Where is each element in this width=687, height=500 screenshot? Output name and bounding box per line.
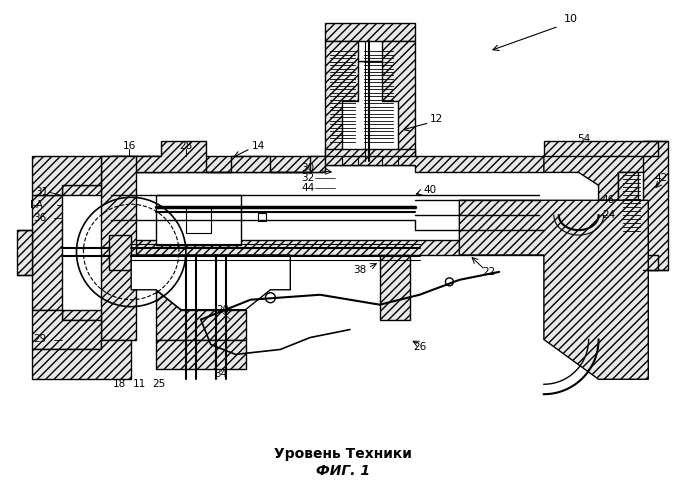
- Text: 36: 36: [33, 213, 46, 223]
- Polygon shape: [16, 230, 32, 275]
- Polygon shape: [109, 235, 131, 270]
- Text: 22: 22: [482, 267, 496, 277]
- Polygon shape: [32, 156, 102, 196]
- Polygon shape: [32, 340, 131, 380]
- Polygon shape: [111, 240, 544, 255]
- Text: 20: 20: [216, 304, 229, 314]
- Polygon shape: [111, 156, 544, 172]
- Polygon shape: [156, 290, 245, 340]
- Text: 29: 29: [33, 334, 46, 344]
- Text: 16: 16: [122, 140, 136, 150]
- Text: 44: 44: [302, 184, 315, 194]
- Text: 30: 30: [302, 164, 315, 173]
- Text: 24: 24: [602, 210, 615, 220]
- Text: 46: 46: [602, 196, 615, 205]
- Polygon shape: [325, 41, 358, 156]
- Polygon shape: [544, 255, 658, 270]
- Polygon shape: [544, 140, 658, 156]
- Text: 28: 28: [179, 140, 192, 150]
- Bar: [258, 280, 267, 288]
- Text: 18: 18: [113, 379, 126, 389]
- Polygon shape: [618, 172, 638, 201]
- Text: 54: 54: [577, 134, 590, 143]
- Text: I-A: I-A: [30, 200, 43, 210]
- Text: Уровень Техники: Уровень Техники: [274, 447, 412, 461]
- Text: 40: 40: [423, 186, 436, 196]
- Bar: [186, 207, 211, 233]
- Text: 31: 31: [35, 188, 48, 198]
- Text: 38: 38: [353, 265, 367, 275]
- Text: 14: 14: [252, 140, 265, 150]
- Bar: [258, 213, 267, 221]
- Polygon shape: [380, 255, 409, 320]
- Polygon shape: [325, 24, 414, 61]
- Text: 11: 11: [133, 379, 146, 389]
- Polygon shape: [111, 140, 325, 172]
- Polygon shape: [102, 156, 161, 172]
- Text: 26: 26: [413, 342, 426, 352]
- Text: 10: 10: [564, 14, 578, 24]
- Text: 42: 42: [655, 174, 668, 184]
- Text: 25: 25: [153, 379, 166, 389]
- Polygon shape: [618, 230, 638, 255]
- Polygon shape: [544, 230, 658, 255]
- Text: 32: 32: [302, 174, 315, 184]
- Polygon shape: [460, 200, 649, 380]
- Polygon shape: [32, 196, 62, 310]
- Text: ФИГ. 1: ФИГ. 1: [316, 464, 370, 478]
- Polygon shape: [325, 148, 414, 166]
- Polygon shape: [156, 340, 245, 370]
- Polygon shape: [643, 140, 668, 270]
- Bar: [345, 41, 395, 61]
- Polygon shape: [32, 310, 102, 350]
- Bar: [156, 196, 240, 245]
- Polygon shape: [62, 186, 102, 196]
- Text: 34: 34: [214, 370, 227, 380]
- Polygon shape: [131, 255, 291, 310]
- Text: 12: 12: [430, 114, 443, 124]
- Polygon shape: [544, 156, 658, 200]
- Polygon shape: [382, 41, 414, 156]
- Polygon shape: [102, 156, 136, 340]
- Polygon shape: [62, 310, 102, 320]
